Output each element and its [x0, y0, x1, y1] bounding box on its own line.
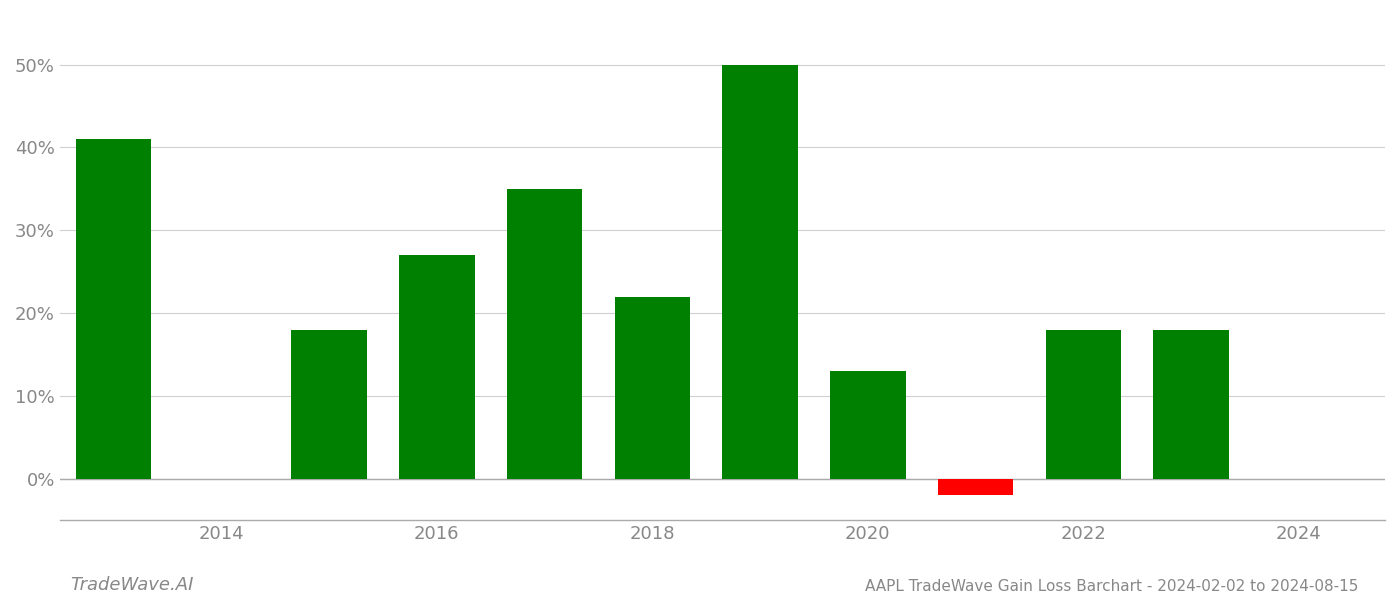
Text: AAPL TradeWave Gain Loss Barchart - 2024-02-02 to 2024-08-15: AAPL TradeWave Gain Loss Barchart - 2024… — [865, 579, 1358, 594]
Bar — [938, 479, 1014, 495]
Bar — [1154, 329, 1229, 479]
Text: TradeWave.AI: TradeWave.AI — [70, 576, 193, 594]
Bar — [1046, 329, 1121, 479]
Bar — [507, 189, 582, 479]
Bar — [291, 329, 367, 479]
Bar — [615, 296, 690, 479]
Bar — [830, 371, 906, 479]
Bar — [76, 139, 151, 479]
Bar — [399, 255, 475, 479]
Bar — [722, 65, 798, 479]
